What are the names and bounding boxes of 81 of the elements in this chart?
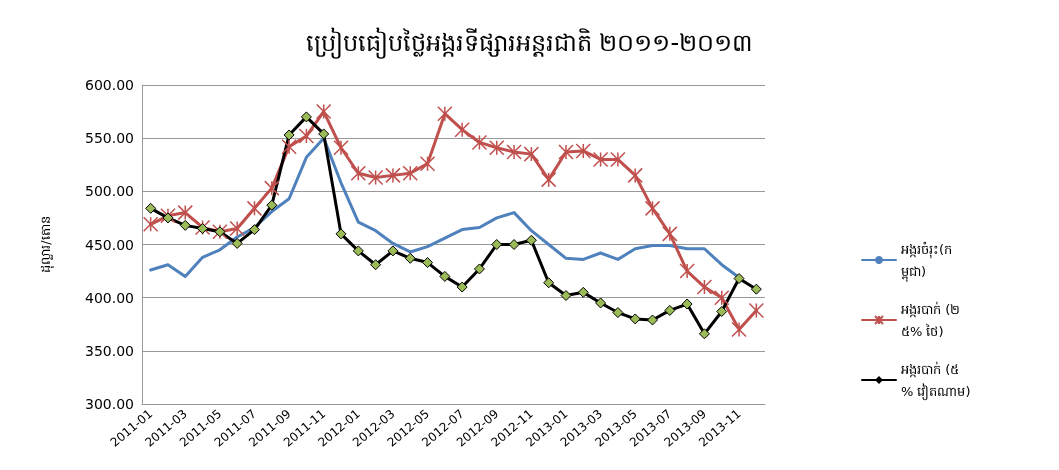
point [300, 111, 312, 123]
point [612, 307, 624, 319]
point [644, 200, 661, 217]
point [439, 270, 451, 282]
point [679, 263, 695, 279]
point [664, 304, 676, 316]
point [523, 146, 540, 162]
point [560, 290, 572, 302]
point [698, 328, 710, 340]
point [197, 223, 209, 235]
point [506, 144, 522, 160]
y-tick-label: 400.00 [85, 289, 134, 306]
point [471, 134, 488, 151]
point [367, 169, 384, 186]
legend-label: អង្ករបាក់ (២៥% ថៃ) [901, 300, 961, 339]
point [558, 144, 574, 160]
point [731, 321, 747, 338]
point [489, 139, 505, 156]
point [350, 165, 367, 182]
point [525, 234, 537, 246]
point [543, 277, 555, 289]
point [402, 165, 418, 182]
point [422, 257, 434, 269]
point [281, 138, 297, 155]
point [681, 298, 693, 310]
chart-title: ប្រៀបធៀបថ្លៃអង្ករទីផ្សារអន្តរជាតិ ២០១១-២០១៣ [305, 27, 754, 59]
y-tick-label: 600.00 [85, 77, 134, 93]
point [404, 252, 416, 264]
y-tick-label: 450.00 [85, 236, 134, 253]
point [577, 286, 589, 298]
point [491, 239, 503, 250]
point [370, 259, 382, 271]
point [748, 302, 765, 319]
point [508, 239, 520, 250]
point [437, 105, 453, 122]
point [454, 121, 470, 138]
point [716, 305, 728, 317]
point [540, 171, 557, 188]
point [177, 204, 194, 221]
point [298, 128, 315, 144]
point [335, 228, 347, 240]
point [696, 279, 713, 295]
point [733, 273, 745, 285]
point [266, 199, 278, 211]
point [160, 208, 176, 224]
point [315, 103, 332, 120]
point [246, 200, 263, 217]
point [610, 151, 626, 168]
point [592, 151, 609, 168]
point [248, 224, 260, 236]
point [352, 245, 364, 257]
point [385, 167, 401, 184]
y-tick-label: 350.00 [85, 342, 134, 359]
point [231, 237, 243, 249]
y-axis-title: ដុល្លារ/តោន [38, 216, 55, 273]
point [627, 167, 643, 184]
point [713, 289, 730, 306]
point [575, 143, 592, 159]
point [145, 202, 157, 214]
point [456, 281, 468, 293]
point [473, 263, 485, 275]
point [750, 283, 762, 295]
point [419, 155, 436, 172]
point [629, 313, 641, 325]
point [662, 226, 678, 242]
point [162, 212, 174, 224]
legend-label: អង្ករចំរុះ(កម្ពុជា) [901, 240, 953, 282]
point [142, 216, 159, 233]
point [318, 128, 330, 140]
legend-label: អង្ករបាក់ (៥% វៀតណាម) [901, 360, 971, 401]
point [647, 314, 659, 326]
point [333, 139, 349, 156]
point [179, 219, 191, 231]
y-tick-label: 500.00 [85, 183, 134, 200]
point [387, 245, 399, 257]
y-tick-label: 550.00 [85, 130, 134, 147]
point [595, 297, 607, 309]
point [264, 180, 280, 196]
y-tick-label: 300.00 [85, 396, 134, 412]
point [229, 220, 245, 237]
point [283, 129, 295, 141]
